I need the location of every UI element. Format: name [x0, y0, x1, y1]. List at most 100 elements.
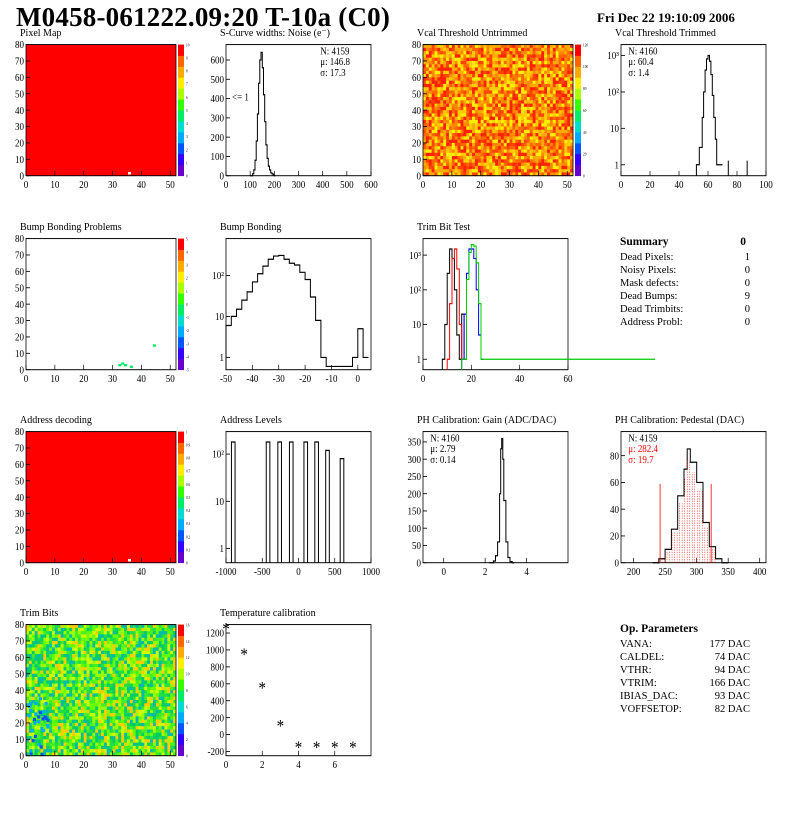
- map-cell: [495, 142, 499, 147]
- map-cell: [564, 129, 568, 134]
- map-cell: [109, 686, 113, 691]
- map-cell: [40, 637, 44, 642]
- map-cell: [521, 139, 525, 144]
- map-cell: [124, 690, 128, 694]
- map-cell: [526, 93, 531, 98]
- map-cell: [521, 116, 525, 121]
- map-cell: [103, 699, 108, 704]
- map-cell: [126, 736, 131, 740]
- map-cell: [431, 44, 435, 49]
- map-cell: [503, 113, 507, 118]
- map-cell: [423, 123, 427, 127]
- map-cell: [92, 726, 96, 730]
- map-cell: [498, 133, 502, 137]
- map-cell: [498, 83, 502, 88]
- map-cell: [483, 152, 487, 157]
- map-cell: [138, 693, 142, 698]
- map-cell: [509, 64, 513, 68]
- map-cell: [547, 80, 551, 85]
- map-cell: [463, 142, 467, 147]
- map-cell: [423, 119, 427, 124]
- map-cell: [34, 729, 38, 734]
- map-cell: [46, 677, 50, 681]
- map-cell: [86, 693, 90, 698]
- map-cell: [83, 713, 87, 717]
- map-cell: [503, 123, 507, 127]
- map-cell: [155, 634, 159, 639]
- map-cell: [147, 673, 151, 678]
- map-cell: [37, 660, 41, 665]
- y-tick-label: 1: [417, 354, 421, 366]
- map-cell: [170, 627, 174, 632]
- map-cell: [54, 650, 59, 655]
- map-cell: [460, 139, 464, 144]
- map-cell: [63, 637, 67, 642]
- map-cell: [32, 717, 36, 722]
- map-cell: [101, 729, 105, 734]
- map-cell: [549, 169, 554, 173]
- map-cell: [564, 136, 568, 141]
- map-cell: [463, 83, 467, 88]
- z-tick-label: 4: [186, 250, 188, 254]
- map-cell: [480, 119, 484, 124]
- map-cell: [164, 647, 168, 652]
- map-cell: [155, 660, 159, 665]
- map-cell: [466, 87, 470, 91]
- map-cell: [118, 654, 122, 658]
- map-cell: [121, 749, 125, 753]
- x-tick-label: 40: [515, 373, 524, 385]
- map-cell: [431, 126, 435, 131]
- map-cell: [54, 667, 59, 671]
- map-cell: [457, 87, 461, 91]
- map-cell: [457, 156, 461, 160]
- map-cell: [492, 106, 496, 111]
- map-cell: [109, 726, 113, 730]
- map-cell: [86, 677, 90, 681]
- map-cell: [428, 149, 432, 154]
- map-cell: [170, 663, 174, 668]
- map-cell: [500, 116, 505, 121]
- y-tick-label: 80: [610, 451, 619, 463]
- map-cell: [552, 57, 556, 62]
- map-cell: [147, 634, 151, 639]
- map-cell: [109, 683, 113, 688]
- map-cell: [83, 657, 87, 661]
- map-cell: [558, 152, 562, 157]
- map-cell: [443, 100, 447, 104]
- map-cell: [118, 690, 122, 694]
- map-cell: [515, 87, 519, 91]
- map-cell: [40, 729, 44, 734]
- map-cell: [538, 87, 542, 91]
- map-cell: [492, 47, 496, 52]
- map-cell: [118, 749, 122, 753]
- map-cell: [167, 644, 171, 648]
- map-cell: [31, 680, 35, 684]
- map-cell: [109, 670, 113, 675]
- map-cell: [152, 696, 157, 701]
- map-cell: [561, 136, 565, 141]
- map-cell: [558, 83, 562, 88]
- map-cell: [121, 752, 125, 757]
- map-cell: [466, 159, 470, 163]
- scale-segment: [178, 304, 184, 316]
- scale-segment: [178, 293, 184, 305]
- map-cell: [167, 647, 171, 652]
- map-cell: [535, 70, 539, 75]
- map-cell: [440, 106, 444, 111]
- map-cell: [167, 713, 171, 717]
- map-cell: [506, 90, 510, 95]
- map-cell: [144, 650, 148, 655]
- map-cell: [164, 690, 168, 694]
- map-cell: [555, 149, 559, 154]
- map-cell: [28, 637, 33, 642]
- map-cell: [466, 54, 470, 59]
- map-cell: [512, 110, 516, 114]
- map-cell: [457, 90, 461, 95]
- map-cell: [495, 165, 499, 170]
- map-cell: [503, 146, 507, 150]
- map-cell: [173, 703, 177, 707]
- map-cell: [512, 77, 516, 81]
- map-cell: [535, 149, 539, 154]
- map-cell: [144, 732, 148, 737]
